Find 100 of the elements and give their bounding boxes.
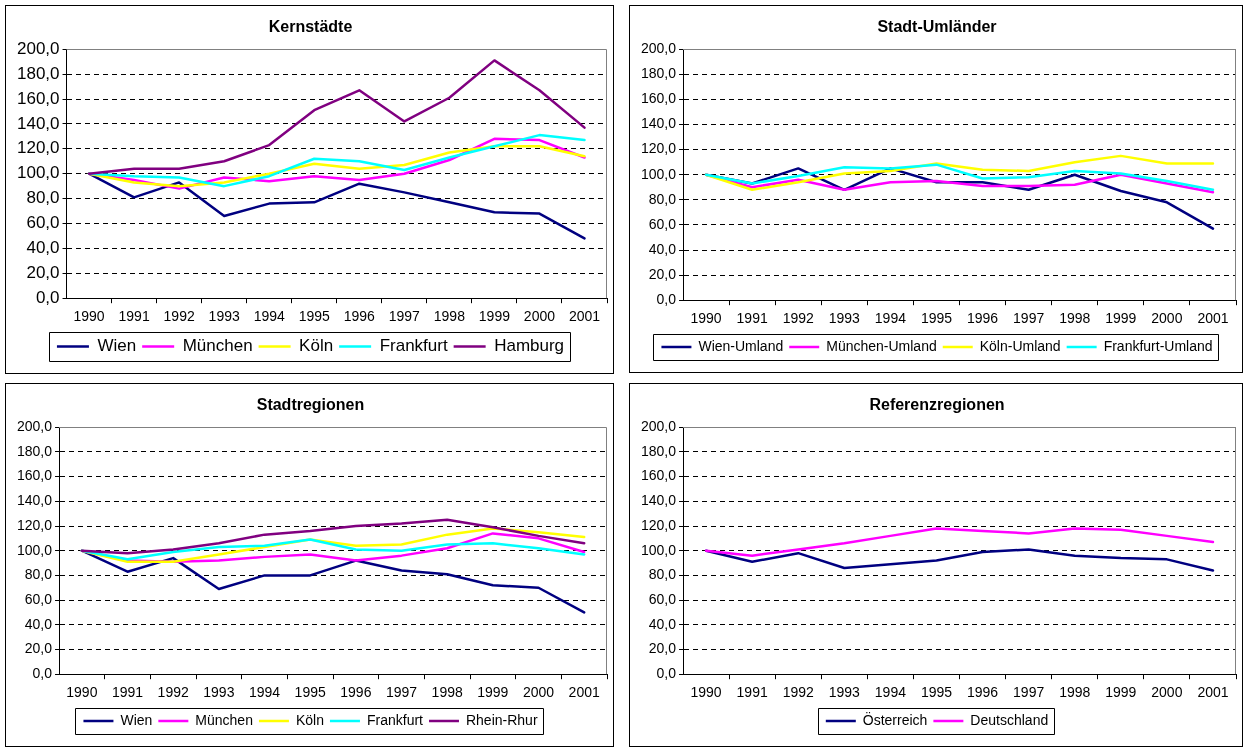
y-tick-label: 100,0 (16, 541, 53, 558)
x-tick-label: 1995 (298, 308, 331, 325)
y-tick-label: 20,0 (648, 265, 677, 282)
x-tick-label: 1998 (1059, 684, 1091, 701)
legend-label: Köln (295, 711, 324, 728)
chart-title: Referenzregionen (869, 396, 1005, 414)
y-tick-label: 140,0 (16, 492, 53, 509)
legend-label: München-Umland (826, 337, 937, 354)
x-tick-label: 1993 (208, 308, 240, 325)
y-tick-label: 80,0 (26, 188, 60, 208)
x-tick-label: 2000 (1151, 310, 1183, 327)
y-tick-label: 60,0 (24, 590, 53, 607)
legend-label: Hamburg (494, 336, 565, 356)
legend-label: Wien (97, 336, 137, 356)
x-tick-label: 1994 (874, 310, 907, 327)
legend-label: Wien (120, 711, 153, 728)
x-tick-label: 1995 (920, 684, 953, 701)
y-tick-label: 80,0 (648, 190, 677, 207)
y-tick-label: 160,0 (16, 467, 53, 484)
x-tick-label: 1999 (478, 308, 511, 325)
y-tick-label: 180,0 (16, 63, 60, 83)
y-tick-label: 140,0 (640, 492, 677, 509)
x-tick-label: 1997 (388, 308, 421, 325)
y-tick-label: 140,0 (640, 115, 677, 132)
x-tick-label: 1993 (203, 684, 235, 701)
y-tick-label: 100,0 (640, 165, 677, 182)
x-tick-label: 1990 (73, 308, 105, 325)
legend-label: Wien-Umland (698, 337, 784, 354)
y-tick-label: 120,0 (16, 516, 53, 533)
legend-label: Köln (299, 336, 334, 356)
x-tick-label: 2001 (568, 308, 601, 325)
y-tick-label: 40,0 (648, 240, 677, 257)
y-tick-label: 200,0 (16, 418, 53, 435)
y-tick-label: 40,0 (648, 615, 677, 632)
x-tick-label: 1996 (966, 310, 999, 327)
x-tick-label: 1996 (966, 684, 999, 701)
y-tick-label: 160,0 (640, 90, 677, 107)
y-tick-label: 180,0 (640, 65, 677, 82)
x-tick-label: 1992 (163, 308, 195, 325)
y-tick-label: 0,0 (32, 665, 53, 682)
y-tick-label: 120,0 (640, 516, 677, 533)
chart-title: Kernstädte (268, 18, 353, 36)
y-tick-label: 100,0 (640, 541, 677, 558)
x-tick-label: 1997 (1013, 684, 1045, 701)
x-tick-label: 1998 (1059, 310, 1091, 327)
x-tick-label: 1999 (477, 684, 509, 701)
x-tick-label: 1997 (385, 684, 418, 701)
x-tick-label: 2001 (1197, 310, 1229, 327)
x-tick-label: 1994 (253, 308, 285, 325)
y-tick-label: 200,0 (16, 38, 60, 58)
x-tick-label: 1997 (1013, 310, 1045, 327)
x-tick-label: 1996 (343, 308, 376, 325)
legend-label: Frankfurt-Umland (1103, 337, 1213, 354)
x-tick-label: 1993 (828, 684, 861, 701)
y-tick-label: 160,0 (640, 467, 677, 484)
y-tick-label: 40,0 (26, 238, 60, 258)
chart-title: Stadtregionen (256, 396, 365, 414)
y-tick-label: 180,0 (640, 442, 677, 459)
x-tick-label: 1996 (340, 684, 372, 701)
legend-label: Rhein-Rhur (465, 711, 538, 728)
x-tick-label: 1991 (111, 684, 144, 701)
x-tick-label: 1999 (1105, 310, 1137, 327)
x-tick-label: 1992 (782, 684, 815, 701)
y-tick-label: 20,0 (26, 262, 60, 282)
x-tick-label: 2000 (522, 684, 555, 701)
y-tick-label: 60,0 (648, 215, 677, 232)
x-tick-label: 1999 (1105, 684, 1137, 701)
y-tick-label: 20,0 (24, 640, 53, 657)
legend-label: Köln-Umland (979, 337, 1061, 354)
y-tick-label: 140,0 (16, 113, 60, 133)
x-tick-label: 1991 (118, 308, 150, 325)
x-tick-label: 1991 (736, 310, 768, 327)
y-tick-label: 100,0 (16, 163, 60, 183)
legend-label: Deutschland (970, 711, 1049, 728)
y-tick-label: 40,0 (24, 615, 53, 632)
y-tick-label: 120,0 (16, 138, 60, 158)
legend-label: München (182, 336, 253, 356)
y-tick-label: 120,0 (640, 140, 677, 157)
y-tick-label: 0,0 (656, 665, 677, 682)
x-tick-label: 1998 (433, 308, 466, 325)
x-tick-label: 1992 (157, 684, 189, 701)
legend-label: Österreich (862, 710, 928, 728)
legend-label: München (195, 711, 253, 728)
y-tick-label: 180,0 (16, 442, 53, 459)
x-tick-label: 1995 (294, 684, 326, 701)
x-tick-label: 2001 (1197, 684, 1229, 701)
y-tick-label: 80,0 (648, 566, 677, 583)
chart-title: Stadt-Umländer (877, 18, 997, 36)
y-tick-label: 200,0 (640, 418, 677, 435)
x-tick-label: 1994 (874, 684, 907, 701)
y-tick-label: 0,0 (35, 287, 60, 307)
y-tick-label: 0,0 (656, 291, 677, 308)
x-tick-label: 1990 (690, 684, 722, 701)
y-tick-label: 20,0 (648, 640, 677, 657)
x-tick-label: 1993 (828, 310, 861, 327)
x-tick-label: 2001 (568, 684, 600, 701)
x-tick-label: 2000 (523, 308, 556, 325)
x-tick-label: 1991 (736, 684, 768, 701)
legend-label: Frankfurt (379, 336, 448, 356)
x-tick-label: 1992 (782, 310, 815, 327)
